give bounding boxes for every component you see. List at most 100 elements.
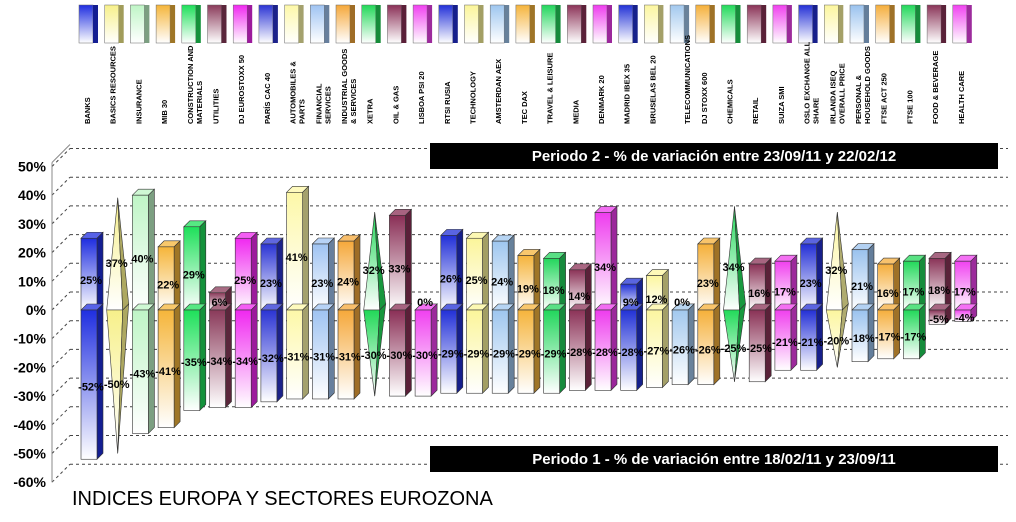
data-label-period-2: 40% [131, 254, 153, 266]
bar-period-2 [851, 243, 875, 311]
legend-swatch [541, 4, 556, 44]
data-label-period-2: 23% [260, 278, 282, 290]
legend-swatch-side [247, 5, 253, 43]
legend-swatch [310, 4, 325, 44]
bar-period-2 [542, 251, 567, 311]
legend-swatch [104, 4, 119, 44]
bar-period-1 [851, 303, 875, 363]
legend-item: UTILITIES [207, 4, 227, 124]
bar-period-1 [80, 303, 104, 460]
legend-item: OIL & GAS [387, 4, 407, 124]
legend-swatch-side [915, 5, 921, 43]
bar-period-1 [619, 303, 644, 392]
legend-swatch-side [632, 5, 638, 43]
bar-period-2 [748, 257, 772, 311]
legend-swatch [798, 4, 813, 44]
y-tick-label: -20% [13, 359, 46, 375]
bar-period-2 [465, 231, 490, 311]
bar-period-2 [337, 234, 361, 311]
bar-period-1 [723, 303, 746, 382]
legend-label: FTSE 100 [905, 90, 914, 124]
legend-swatch-side [195, 5, 201, 43]
legend-item: RTSI RUSIA [438, 4, 458, 124]
y-axis: 50% 40% 30% 20% 10% 0% -10% -20% -30% -40% -50% -60… [13, 144, 71, 490]
bar-period-2 [723, 206, 746, 311]
legend-swatch [695, 4, 711, 44]
legend-swatch [875, 4, 890, 44]
legend-label: BRUSELAS BEL 20 [648, 55, 657, 124]
bar-period-2 [619, 277, 644, 311]
legend-item: RETAIL [746, 4, 767, 124]
data-label-period-1: -21% [798, 337, 824, 349]
y-tick-label: -40% [13, 417, 46, 433]
data-label-period-1: -31% [284, 351, 310, 363]
legend-swatch [284, 4, 299, 44]
legend-swatch [644, 4, 659, 44]
legend-layer: BANKS BASICS RESOURCES INSURANCE MIB 30 CONS… [78, 4, 972, 124]
legend-label: DJ STOXX 600 [700, 72, 709, 124]
bar-period-1 [183, 303, 207, 412]
bar-period-2 [363, 212, 387, 311]
legend-swatch [515, 4, 531, 44]
data-label-period-1: -18% [849, 333, 875, 345]
legend-label: IRLANDA ISEQ [828, 70, 837, 124]
bar-period-1 [774, 303, 798, 371]
data-label-period-2: 19% [517, 284, 539, 296]
data-labels-layer: 25%37% 40%22%29%6%25% 23%41%23% 24%32% 33%0%… [78, 252, 976, 393]
bar-period-1 [311, 303, 336, 400]
data-label-period-1: -34% [207, 356, 233, 368]
legend-swatch [824, 4, 839, 44]
legend-item: CHEMICALS [721, 4, 741, 124]
legend-swatch-side [298, 5, 304, 43]
legend-item: FTSE ACT 250 [875, 4, 895, 124]
legend-swatch-side [658, 5, 664, 43]
bar-period-1 [285, 303, 310, 400]
legend-swatch-side [350, 5, 355, 43]
data-label-period-1: -21% [772, 337, 798, 349]
bar-period-1 [902, 303, 927, 360]
legend-label: INSURANCE [134, 79, 143, 124]
y-tick-label: 20% [18, 245, 47, 261]
y-tick-label: -30% [13, 388, 46, 404]
bar-period-1 [825, 303, 849, 368]
period-1-banner: Periodo 1 - % de variación entre 18/02/1… [430, 446, 998, 472]
data-label-period-2: 34% [594, 262, 616, 274]
legend-item: TELECOMMUNICATIONS [669, 4, 692, 124]
legend-swatch [181, 4, 197, 44]
data-label-period-2: 17% [902, 287, 924, 299]
legend-swatch-side [941, 5, 947, 43]
legend-item: XETRA [361, 4, 381, 124]
data-label-period-1: -35% [181, 357, 207, 369]
legend-swatch [669, 4, 685, 44]
legend-swatch-side [272, 5, 278, 43]
data-label-period-2: 17% [774, 287, 796, 299]
data-label-period-1: -30% [361, 350, 387, 362]
legend-item: OSLO EXCHANGE ALL SHARE [798, 4, 821, 124]
legend-swatch-side [555, 5, 561, 43]
legend-swatch [746, 4, 762, 44]
bar-period-2 [131, 188, 156, 311]
data-label-period-2: 23% [311, 278, 333, 290]
legend-item: BASICS RESOURCES [104, 4, 124, 124]
legend-swatch [849, 4, 865, 44]
data-label-period-2: 23% [800, 278, 822, 290]
data-label-period-1: -25% [746, 343, 772, 355]
legend-label: RETAIL [751, 97, 760, 124]
legend-item: TECHNOLOGY [464, 4, 484, 124]
legend-label: FTSE ACT 250 [880, 73, 889, 124]
bar-period-1 [157, 303, 181, 429]
legend-item: FTSE 100 [901, 4, 921, 124]
data-label-period-2: 16% [877, 288, 899, 300]
data-label-period-2: 34% [722, 262, 744, 274]
legend-swatch [438, 4, 454, 44]
legend-swatch-side [864, 5, 869, 43]
bar-period-2 [697, 237, 721, 311]
bar-period-2 [183, 220, 207, 311]
legend-item: AMSTERDAN AEX [489, 4, 510, 124]
y-tick-label: 0% [26, 302, 47, 318]
legend-label: BANKS [83, 97, 92, 124]
data-label-period-1: -50% [104, 379, 130, 391]
legend-item: INDUSTRIAL GOODS & SERVICES [335, 4, 358, 124]
legend-item: IRLANDA ISEQ OVERALL PRICE [824, 4, 846, 124]
legend-label: XETRA [366, 98, 375, 124]
